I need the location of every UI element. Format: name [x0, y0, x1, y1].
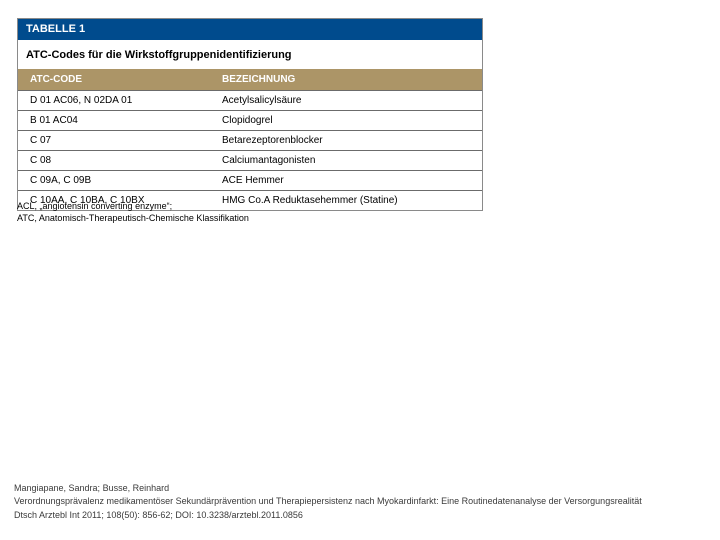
table-row: B 01 AC04 Clopidogrel: [18, 110, 482, 130]
citation-title: Verordnungsprävalenz medikamentöser Seku…: [14, 495, 704, 509]
citation-block: Mangiapane, Sandra; Busse, Reinhard Vero…: [14, 482, 704, 523]
table-row: C 08 Calciumantagonisten: [18, 150, 482, 170]
citation-authors: Mangiapane, Sandra; Busse, Reinhard: [14, 482, 704, 496]
header-code: ATC-CODE: [18, 69, 214, 90]
cell-name: Acetylsalicylsäure: [214, 91, 482, 110]
cell-code: C 08: [18, 151, 214, 170]
table-footnotes: ACL, „angiotensin converting enzyme“; AT…: [17, 200, 249, 224]
citation-source: Dtsch Arztebl Int 2011; 108(50): 856-62;…: [14, 509, 704, 523]
table-row: C 09A, C 09B ACE Hemmer: [18, 170, 482, 190]
cell-name: HMG Co.A Reduktasehemmer (Statine): [214, 191, 482, 210]
table-row: D 01 AC06, N 02DA 01 Acetylsalicylsäure: [18, 90, 482, 110]
cell-name: Clopidogrel: [214, 111, 482, 130]
cell-code: C 09A, C 09B: [18, 171, 214, 190]
cell-name: Betarezeptorenblocker: [214, 131, 482, 150]
cell-code: B 01 AC04: [18, 111, 214, 130]
table-title: ATC-Codes für die Wirkstoffgruppenidenti…: [18, 40, 482, 69]
table-container: TABELLE 1 ATC-Codes für die Wirkstoffgru…: [17, 18, 483, 211]
header-name: BEZEICHNUNG: [214, 69, 482, 90]
cell-code: C 07: [18, 131, 214, 150]
cell-code: D 01 AC06, N 02DA 01: [18, 91, 214, 110]
table-label: TABELLE 1: [18, 19, 482, 40]
footnote-line: ACL, „angiotensin converting enzyme“;: [17, 200, 249, 212]
table-header-row: ATC-CODE BEZEICHNUNG: [18, 69, 482, 90]
cell-name: ACE Hemmer: [214, 171, 482, 190]
cell-name: Calciumantagonisten: [214, 151, 482, 170]
table-row: C 07 Betarezeptorenblocker: [18, 130, 482, 150]
footnote-line: ATC, Anatomisch-Therapeutisch-Chemische …: [17, 212, 249, 224]
